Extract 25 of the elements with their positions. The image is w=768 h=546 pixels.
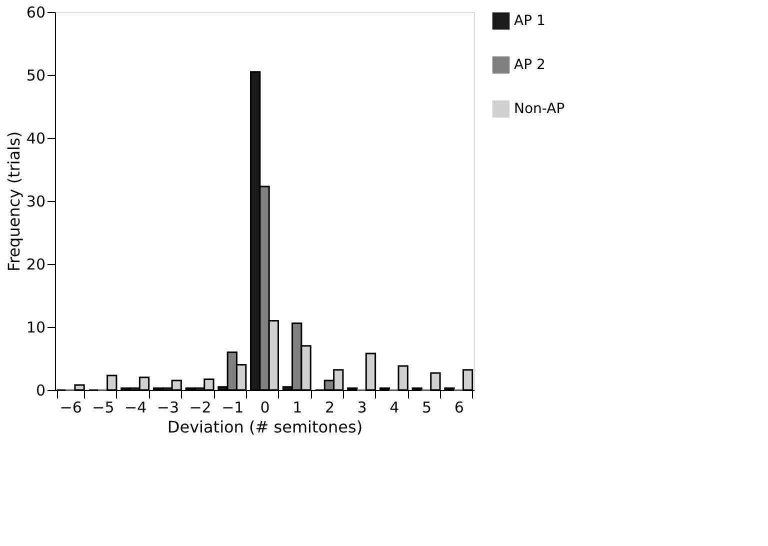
legend-label: AP 2 bbox=[514, 57, 546, 73]
y-tick-label: 50 bbox=[26, 66, 46, 84]
legend-label: Non-AP bbox=[514, 101, 565, 117]
x-tick-label: −6 bbox=[60, 398, 82, 416]
y-axis-title: Frequency (trials) bbox=[4, 131, 24, 272]
x-tick-label: 1 bbox=[292, 398, 302, 416]
x-tick-label: 6 bbox=[454, 398, 464, 416]
y-tick-label: 60 bbox=[26, 4, 46, 22]
y-tick-label: 0 bbox=[36, 382, 46, 400]
x-tick-label: −2 bbox=[189, 398, 212, 416]
x-tick-label: 2 bbox=[324, 398, 334, 416]
x-tick-label: −1 bbox=[222, 398, 244, 416]
x-tick-label: 5 bbox=[422, 398, 432, 416]
x-tick-label: −4 bbox=[124, 398, 147, 416]
y-tick-label: 40 bbox=[26, 130, 46, 148]
x-tick-label: 4 bbox=[390, 398, 400, 416]
x-tick-label: −5 bbox=[92, 398, 114, 416]
x-axis-title: Deviation (# semitones) bbox=[167, 418, 363, 436]
x-tick-label: 0 bbox=[260, 398, 270, 416]
x-tick-label: 3 bbox=[357, 398, 367, 416]
y-tick-label: 10 bbox=[26, 318, 46, 336]
y-tick-label: 20 bbox=[26, 256, 46, 274]
legend-label: AP 1 bbox=[514, 13, 546, 29]
x-tick-label: −3 bbox=[156, 398, 179, 416]
y-tick-label: 30 bbox=[26, 192, 46, 210]
